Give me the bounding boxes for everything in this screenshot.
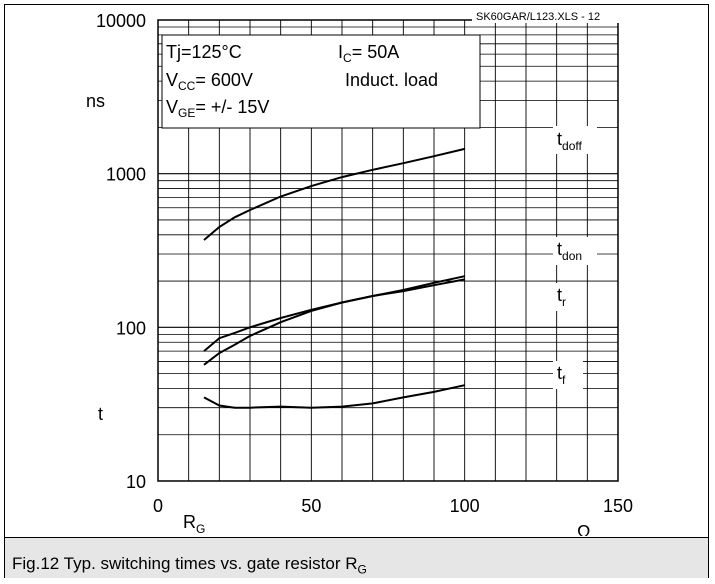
series-label-t-f: tf <box>553 361 583 389</box>
condition-ic: IC= 50A <box>338 42 399 65</box>
conditions-box <box>161 34 481 129</box>
series-label-t-don: tdon <box>553 237 597 265</box>
y-unit-label: ns <box>86 91 105 111</box>
condition-vge: VGE= +/- 15V <box>166 97 269 120</box>
y-tick-label: 10000 <box>96 11 146 31</box>
x-unit-label: Ω <box>577 522 590 536</box>
series-line-t-don <box>203 275 465 352</box>
svg-text:tr: tr <box>557 285 566 309</box>
y-axis-label: t <box>98 404 103 424</box>
caption-bar <box>5 537 708 578</box>
series-line-t-doff <box>203 147 465 241</box>
switching-times-chart: SK60GAR/L123.XLS - 12 Tj=125°C IC= 50A V… <box>86 10 633 536</box>
x-tick-label: 50 <box>301 496 321 516</box>
condition-vcc: VCC= 600V <box>166 70 253 93</box>
file-label-bg <box>472 10 620 23</box>
y-tick-labels: 10 100 1000 10000 <box>96 11 146 492</box>
svg-text:tdoff: tdoff <box>557 129 582 153</box>
file-label: SK60GAR/L123.XLS - 12 <box>476 11 600 23</box>
series-lines <box>203 147 465 409</box>
condition-tj: Tj=125°C <box>166 42 242 62</box>
x-tick-label: 150 <box>603 496 633 516</box>
condition-load: Induct. load <box>345 70 438 90</box>
y-tick-label: 100 <box>116 318 146 338</box>
series-label-t-doff: tdoff <box>553 126 597 154</box>
x-axis-label: RG <box>183 512 205 536</box>
y-tick-label: 1000 <box>106 165 146 185</box>
plot-area <box>157 19 619 482</box>
svg-text:tf: tf <box>557 363 566 387</box>
y-tick-label: 10 <box>126 472 146 492</box>
x-tick-labels: 0 50 100 150 <box>153 496 633 516</box>
x-tick-label: 100 <box>450 496 480 516</box>
x-tick-label: 0 <box>153 496 163 516</box>
figure-caption: Fig.12 Typ. switching times vs. gate res… <box>12 554 367 577</box>
svg-text:tdon: tdon <box>557 239 582 263</box>
series-line-t-f <box>203 384 465 409</box>
series-line-t-r <box>203 278 465 366</box>
series-label-t-r: tr <box>553 283 583 311</box>
